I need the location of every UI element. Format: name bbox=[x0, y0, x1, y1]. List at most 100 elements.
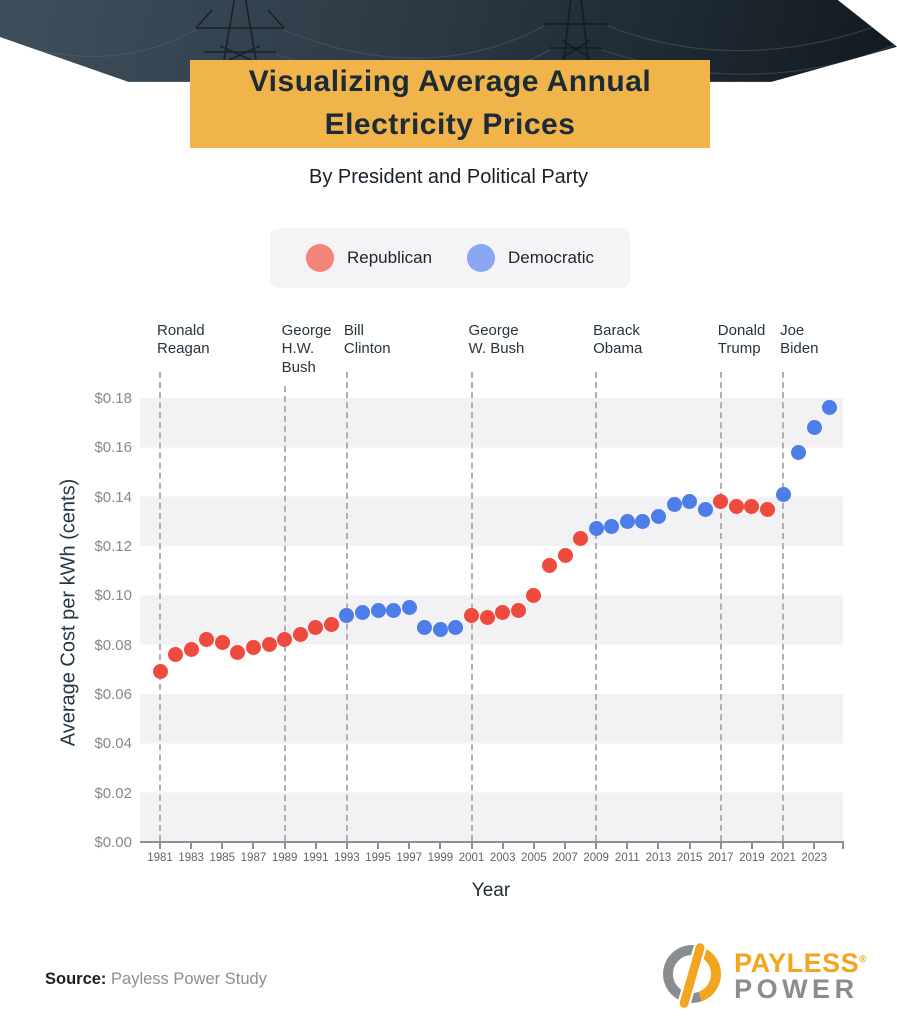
data-point-1995-democratic bbox=[370, 602, 386, 618]
data-point-2008-republican bbox=[573, 531, 589, 547]
title-line1: Visualizing Average Annual bbox=[248, 65, 652, 99]
data-point-2007-republican bbox=[557, 548, 573, 564]
data-point-2017-republican bbox=[713, 494, 729, 510]
x-tick bbox=[283, 843, 286, 849]
data-point-1987-republican bbox=[245, 639, 261, 655]
data-point-1989-republican bbox=[277, 632, 293, 648]
democratic-swatch-icon bbox=[467, 244, 496, 272]
x-tick-label: 2021 bbox=[770, 852, 796, 864]
data-point-2023-democratic bbox=[806, 420, 822, 436]
x-tick bbox=[657, 843, 660, 849]
data-point-1992-republican bbox=[323, 617, 339, 633]
x-tick-label: 1999 bbox=[427, 852, 454, 864]
x-axis-end-tick bbox=[842, 843, 844, 849]
president-term-line bbox=[159, 372, 161, 841]
y-tick-label: $0.06 bbox=[94, 686, 132, 703]
president-term-line bbox=[595, 372, 598, 841]
data-point-2010-democratic bbox=[604, 518, 620, 534]
data-point-2015-democratic bbox=[682, 494, 698, 510]
x-tick-label: 2011 bbox=[614, 852, 640, 864]
x-tick bbox=[408, 843, 411, 849]
y-tick-label: $0.12 bbox=[94, 538, 132, 556]
data-point-1990-republican bbox=[292, 627, 308, 643]
republican-swatch-icon bbox=[306, 244, 334, 272]
logo-power-text: POWER bbox=[734, 974, 859, 1004]
data-point-2002-republican bbox=[479, 610, 495, 626]
data-point-2009-democratic bbox=[588, 521, 604, 537]
x-tick-label: 1991 bbox=[302, 852, 329, 864]
x-tick-label: 2017 bbox=[707, 852, 734, 864]
data-point-1998-democratic bbox=[417, 619, 433, 635]
title-line2: Electricity Prices bbox=[324, 108, 576, 141]
data-point-2024-democratic bbox=[822, 400, 838, 416]
data-point-2022-democratic bbox=[791, 444, 807, 460]
president-label: George H.W. Bush bbox=[281, 322, 332, 376]
data-point-1982-republican bbox=[168, 647, 184, 663]
x-tick bbox=[564, 843, 566, 849]
x-tick-label: 2003 bbox=[489, 852, 516, 864]
y-tick-label: $0.08 bbox=[94, 636, 132, 654]
data-point-2006-republican bbox=[541, 558, 557, 574]
data-point-2005-republican bbox=[526, 587, 542, 603]
x-tick-label: 1997 bbox=[396, 852, 423, 864]
x-tick-label: 1985 bbox=[209, 852, 236, 864]
source-label: Source: bbox=[45, 970, 107, 988]
president-term-line bbox=[345, 372, 348, 841]
x-tick-label: 1993 bbox=[334, 852, 360, 864]
x-tick bbox=[501, 843, 504, 849]
x-tick bbox=[782, 843, 785, 849]
x-tick bbox=[688, 843, 691, 849]
source-text: Payless Power Study bbox=[106, 970, 267, 988]
x-tick-label: 2015 bbox=[676, 852, 703, 864]
legend-item-democratic: Democratic bbox=[467, 244, 594, 272]
legend-item-republican: Republican bbox=[306, 244, 432, 272]
data-point-1996-democratic bbox=[386, 602, 402, 618]
y-tick-label: $0.14 bbox=[94, 488, 132, 506]
president-term-line bbox=[719, 372, 722, 841]
x-tick-label: 1995 bbox=[365, 852, 391, 864]
data-point-1993-democratic bbox=[339, 607, 355, 623]
x-tick bbox=[439, 843, 442, 849]
data-point-1983-republican bbox=[183, 642, 199, 658]
y-tick-label: $0.16 bbox=[94, 439, 132, 457]
logo-payless-text: PAYLESS® bbox=[734, 947, 867, 978]
x-tick bbox=[252, 843, 255, 849]
x-tick-label: 2005 bbox=[521, 852, 547, 864]
chart-subtitle: By President and Political Party bbox=[308, 166, 589, 188]
x-tick-label: 2001 bbox=[458, 852, 485, 864]
president-label: Bill Clinton bbox=[343, 322, 391, 358]
data-point-2001-republican bbox=[464, 607, 480, 623]
x-tick bbox=[314, 843, 317, 849]
x-tick bbox=[750, 843, 753, 849]
x-tick bbox=[345, 843, 348, 849]
data-point-2021-democratic bbox=[775, 486, 791, 502]
president-label: Barack Obama bbox=[593, 322, 643, 358]
data-point-2012-democratic bbox=[635, 513, 651, 529]
x-tick-label: 2013 bbox=[645, 852, 672, 864]
data-point-1986-republican bbox=[230, 644, 246, 660]
payless-power-logo: PAYLESS® POWER bbox=[662, 940, 867, 1012]
data-point-1994-democratic bbox=[355, 605, 370, 621]
legend-label-democratic: Democratic bbox=[508, 248, 594, 267]
president-term-line bbox=[283, 386, 286, 841]
data-point-1981-republican bbox=[152, 664, 168, 680]
data-point-2018-republican bbox=[728, 499, 744, 515]
legend-label-republican: Republican bbox=[347, 248, 433, 267]
y-tick-label: $0.04 bbox=[94, 735, 132, 753]
president-term-line bbox=[470, 372, 473, 841]
x-tick bbox=[595, 843, 598, 849]
data-point-1984-republican bbox=[199, 632, 215, 648]
x-axis-title: Year bbox=[471, 880, 511, 901]
x-tick-label: 2009 bbox=[583, 852, 609, 864]
x-tick-label: 1989 bbox=[271, 852, 298, 864]
registered-mark-icon: ® bbox=[859, 953, 867, 965]
x-tick-label: 1981 bbox=[147, 852, 173, 864]
x-tick bbox=[377, 843, 380, 849]
president-term-line bbox=[782, 372, 785, 841]
y-tick-label: $0.18 bbox=[94, 390, 132, 408]
data-point-1985-republican bbox=[214, 634, 230, 650]
y-tick-label: $0.10 bbox=[94, 587, 132, 605]
x-tick-label: 1983 bbox=[178, 852, 204, 864]
president-label: George W. Bush bbox=[468, 322, 525, 358]
data-point-2011-democratic bbox=[619, 513, 635, 529]
